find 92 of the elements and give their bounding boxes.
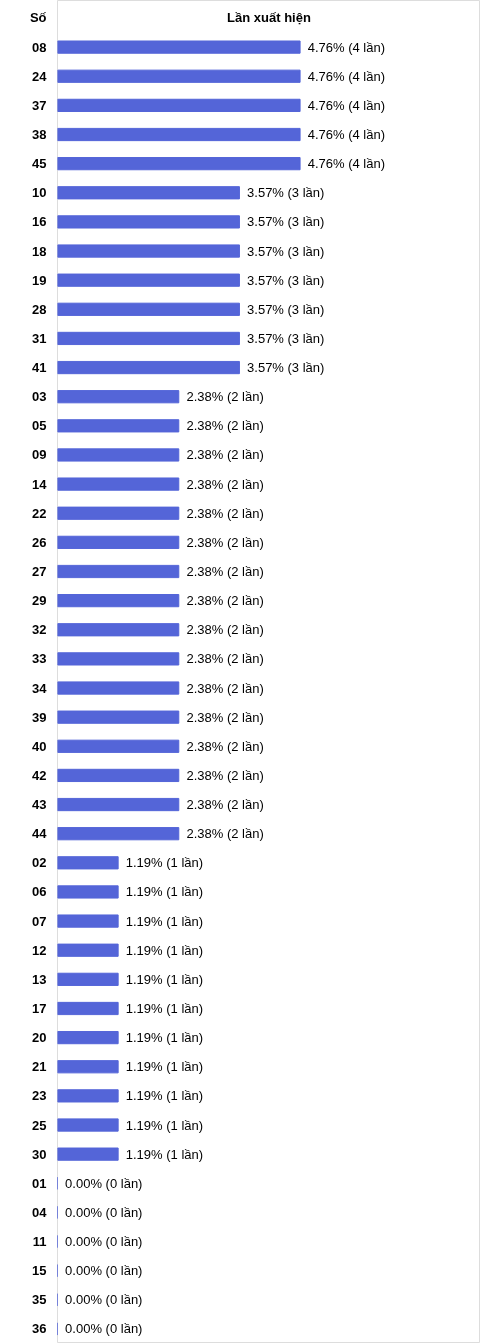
y-tick-label: 23	[32, 1088, 47, 1104]
data-label: 2.38% (2 lần)	[186, 797, 264, 813]
data-label: 1.19% (1 lần)	[125, 1030, 204, 1046]
data-label: 1.19% (1 lần)	[125, 1146, 204, 1162]
y-tick-label: 10	[32, 185, 47, 201]
y-axis-title: Số	[29, 10, 47, 26]
data-label: 3.57% (3 lần)	[247, 301, 325, 317]
data-label: 2.38% (2 lần)	[186, 418, 264, 434]
data-label: 1.19% (1 lần)	[125, 1088, 204, 1104]
x-axis-title: Lần xuất hiện	[227, 10, 311, 26]
data-label: 1.19% (1 lần)	[125, 971, 204, 987]
data-label: 4.76% (4 lần)	[307, 39, 386, 55]
y-tick-label: 04	[32, 1204, 48, 1220]
y-tick-label: 20	[32, 1030, 47, 1046]
y-tick-label: 40	[32, 738, 47, 754]
y-tick-label: 08	[32, 39, 47, 55]
data-label: 2.38% (2 lần)	[186, 389, 264, 405]
y-tick-label: 37	[32, 97, 47, 113]
y-tick-label: 42	[32, 767, 47, 783]
data-label: 0.00% (0 lần)	[65, 1234, 143, 1250]
data-label: 2.38% (2 lần)	[186, 709, 264, 725]
data-label: 2.38% (2 lần)	[186, 476, 264, 492]
y-tick-label: 05	[32, 418, 47, 434]
y-tick-label: 30	[32, 1146, 47, 1162]
data-label: 4.76% (4 lần)	[307, 127, 386, 143]
y-tick-label: 31	[32, 330, 47, 346]
data-label: 4.76% (4 lần)	[307, 68, 386, 84]
y-tick-label: 21	[32, 1059, 47, 1075]
data-label: 3.57% (3 lần)	[247, 243, 325, 259]
y-tick-label: 06	[32, 884, 47, 900]
y-tick-label: 18	[32, 243, 47, 259]
y-tick-label: 32	[32, 622, 47, 638]
data-label: 4.76% (4 lần)	[307, 156, 386, 172]
data-label: 2.38% (2 lần)	[186, 738, 264, 754]
data-label: 2.38% (2 lần)	[186, 680, 264, 696]
data-label: 2.38% (2 lần)	[186, 505, 264, 521]
y-tick-label: 41	[32, 360, 47, 376]
data-label: 2.38% (2 lần)	[186, 622, 264, 638]
data-label: 3.57% (3 lần)	[247, 330, 325, 346]
y-tick-label: 22	[32, 505, 47, 521]
data-label: 0.00% (0 lần)	[65, 1321, 143, 1337]
y-tick-label: 38	[32, 127, 47, 143]
y-tick-label: 19	[32, 272, 47, 288]
data-label: 1.19% (1 lần)	[125, 1117, 204, 1133]
y-tick-label: 13	[32, 971, 47, 987]
data-label: 2.38% (2 lần)	[186, 447, 264, 463]
data-label: 4.76% (4 lần)	[307, 97, 386, 113]
y-tick-label: 33	[32, 651, 47, 667]
y-tick-label: 39	[32, 709, 47, 725]
data-label: 3.57% (3 lần)	[247, 360, 325, 376]
y-tick-label: 45	[32, 156, 47, 172]
data-label: 2.38% (2 lần)	[186, 767, 264, 783]
y-tick-label: 16	[32, 214, 47, 230]
y-tick-label: 01	[32, 1175, 47, 1191]
y-tick-label: 14	[32, 476, 48, 492]
data-label: 2.38% (2 lần)	[186, 563, 264, 579]
y-tick-label: 24	[32, 68, 48, 84]
data-label: 1.19% (1 lần)	[125, 913, 204, 929]
data-label: 2.38% (2 lần)	[186, 593, 264, 609]
y-tick-label: 03	[32, 389, 47, 405]
y-tick-label: 34	[32, 680, 48, 696]
data-label: 1.19% (1 lần)	[125, 884, 204, 900]
data-label: 1.19% (1 lần)	[125, 942, 204, 958]
y-tick-label: 07	[32, 913, 47, 929]
data-label: 3.57% (3 lần)	[247, 214, 325, 230]
y-tick-label: 35	[32, 1292, 47, 1308]
data-label: 1.19% (1 lần)	[125, 855, 204, 871]
data-label: 3.57% (3 lần)	[247, 185, 325, 201]
data-label: 3.57% (3 lần)	[247, 272, 325, 288]
y-tick-label: 29	[32, 593, 47, 609]
y-tick-label: 36	[32, 1321, 47, 1337]
y-tick-label: 11	[32, 1234, 47, 1250]
y-tick-label: 09	[32, 447, 47, 463]
data-label: 2.38% (2 lần)	[186, 826, 264, 842]
y-tick-label: 27	[32, 563, 47, 579]
y-tick-label: 43	[32, 797, 47, 813]
data-label: 2.38% (2 lần)	[186, 651, 264, 667]
data-label: 0.00% (0 lần)	[65, 1263, 143, 1279]
y-tick-label: 12	[32, 942, 47, 958]
y-tick-label: 26	[32, 534, 47, 550]
data-label: 2.38% (2 lần)	[186, 534, 264, 550]
data-label: 1.19% (1 lần)	[125, 1059, 204, 1075]
data-label: 0.00% (0 lần)	[65, 1204, 143, 1220]
y-tick-label: 15	[32, 1263, 47, 1279]
y-tick-label: 44	[32, 826, 48, 842]
y-tick-label: 02	[32, 855, 47, 871]
y-tick-label: 17	[32, 1000, 47, 1016]
data-label: 0.00% (0 lần)	[65, 1292, 143, 1308]
y-tick-label: 25	[32, 1117, 47, 1133]
data-label: 0.00% (0 lần)	[65, 1175, 143, 1191]
data-label: 1.19% (1 lần)	[125, 1000, 204, 1016]
y-tick-label: 28	[32, 301, 47, 317]
